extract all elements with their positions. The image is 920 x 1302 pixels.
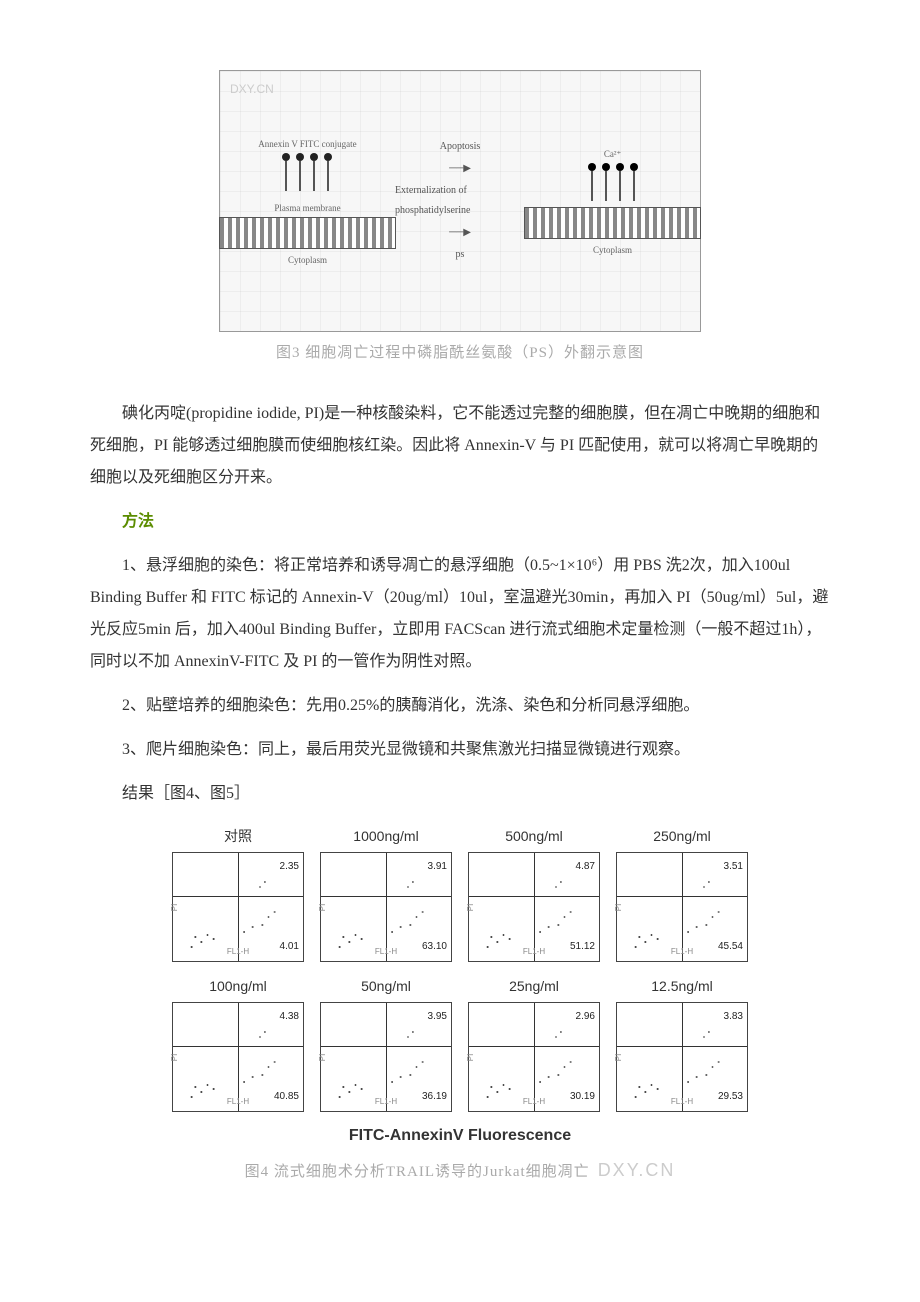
y-axis-label: PI [167, 904, 183, 912]
x-axis-label: FL1-H [523, 1094, 545, 1110]
paragraph-method-1: 1、悬浮细胞的染色：将正常培养和诱导凋亡的悬浮细胞（0.5~1×10⁶）用 PB… [90, 550, 830, 678]
facs-panel-title: 50ng/ml [361, 972, 411, 1000]
membrane-left: Annexin V FITC conjugate Plasma membrane… [220, 133, 395, 269]
quadrant-lr-value: 63.10 [422, 937, 447, 957]
quadrant-ur-value: 3.51 [724, 857, 743, 877]
facs-panel: 1000ng/ml 3.91 63.10 PI FL1-H [317, 822, 455, 962]
apoptosis-arrow: Apoptosis ──▶ Externalization of phospha… [395, 137, 525, 265]
facs-scatter-plot: 2.96 30.19 PI FL1-H [468, 1002, 600, 1112]
plasma-membrane-label: Plasma membrane [274, 199, 340, 217]
quadrant-ur-value: 3.95 [428, 1007, 447, 1027]
quadrant-lr-value: 30.19 [570, 1087, 595, 1107]
facs-panel-title: 25ng/ml [509, 972, 559, 1000]
x-axis-label: FL1-H [227, 944, 249, 960]
y-axis-label: PI [167, 1054, 183, 1062]
paragraph-results: 结果［图4、图5］ [90, 778, 830, 810]
quadrant-lr-value: 4.01 [280, 937, 299, 957]
quadrant-ur-value: 2.35 [280, 857, 299, 877]
quadrant-ur-value: 4.87 [576, 857, 595, 877]
y-axis-label: PI [463, 904, 479, 912]
x-axis-label: FL1-H [227, 1094, 249, 1110]
quadrant-lr-value: 29.53 [718, 1087, 743, 1107]
facs-panel-title: 12.5ng/ml [651, 972, 712, 1000]
quadrant-lr-value: 51.12 [570, 937, 595, 957]
facs-scatter-plot: 3.51 45.54 PI FL1-H [616, 852, 748, 962]
figure-3-caption: 图3 细胞凋亡过程中磷脂酰丝氨酸（PS）外翻示意图 [276, 338, 644, 368]
quadrant-lr-value: 40.85 [274, 1087, 299, 1107]
quadrant-ur-value: 3.83 [724, 1007, 743, 1027]
y-axis-label: PI [315, 904, 331, 912]
cytoplasm-label-right: Cytoplasm [593, 241, 632, 259]
facs-panel-title: 100ng/ml [209, 972, 267, 1000]
facs-panel-title: 1000ng/ml [353, 822, 418, 850]
facs-panel: 50ng/ml 3.95 36.19 PI FL1-H [317, 972, 455, 1112]
figure-4-watermark: DXY.CN [598, 1152, 676, 1188]
facs-panel: 25ng/ml 2.96 30.19 PI FL1-H [465, 972, 603, 1112]
annexin-label: Annexin V FITC conjugate [258, 135, 356, 153]
facs-scatter-plot: 4.38 40.85 PI FL1-H [172, 1002, 304, 1112]
x-axis-label: FL1-H [523, 944, 545, 960]
y-axis-label: PI [315, 1054, 331, 1062]
ps-label: ps [456, 245, 465, 265]
x-axis-label: FL1-H [375, 944, 397, 960]
facs-panel-title: 对照 [224, 822, 252, 850]
paragraph-method-3: 3、爬片细胞染色：同上，最后用荧光显微镜和共聚焦激光扫描显微镜进行观察。 [90, 734, 830, 766]
quadrant-lr-value: 36.19 [422, 1087, 447, 1107]
facs-panel: 100ng/ml 4.38 40.85 PI FL1-H [169, 972, 307, 1112]
x-axis-label: FL1-H [671, 944, 693, 960]
x-axis-label: FL1-H [375, 1094, 397, 1110]
quadrant-ur-value: 4.38 [280, 1007, 299, 1027]
paragraph-pi-intro: 碘化丙啶(propidine iodide, PI)是一种核酸染料，它不能透过完… [90, 398, 830, 494]
facs-scatter-plot: 4.87 51.12 PI FL1-H [468, 852, 600, 962]
facs-scatter-plot: 2.35 4.01 PI FL1-H [172, 852, 304, 962]
y-axis-label: PI [611, 904, 627, 912]
membrane-right: Ca²⁺ Cytoplasm [525, 143, 700, 259]
quadrant-ur-value: 3.91 [428, 857, 447, 877]
figure-3-diagram: DXY.CN Annexin V FITC conjugate Plasma m… [219, 70, 701, 332]
facs-panel: 12.5ng/ml 3.83 29.53 PI FL1-H [613, 972, 751, 1112]
figure-3: DXY.CN Annexin V FITC conjugate Plasma m… [90, 70, 830, 368]
y-axis-label: PI [611, 1054, 627, 1062]
facs-panel: 对照 2.35 4.01 PI FL1-H [169, 822, 307, 962]
paragraph-method-2: 2、贴壁培养的细胞染色：先用0.25%的胰酶消化，洗涤、染色和分析同悬浮细胞。 [90, 690, 830, 722]
quadrant-ur-value: 2.96 [576, 1007, 595, 1027]
x-axis-label: FL1-H [671, 1094, 693, 1110]
facs-grid: 对照 2.35 4.01 PI FL1-H 1000ng/ml 3.91 63.… [169, 822, 751, 1112]
cytoplasm-label-left: Cytoplasm [288, 251, 327, 269]
y-axis-label: PI [463, 1054, 479, 1062]
facs-scatter-plot: 3.91 63.10 PI FL1-H [320, 852, 452, 962]
watermark-text: DXY.CN [230, 77, 274, 101]
facs-panel-title: 250ng/ml [653, 822, 711, 850]
facs-scatter-plot: 3.83 29.53 PI FL1-H [616, 1002, 748, 1112]
facs-panel: 500ng/ml 4.87 51.12 PI FL1-H [465, 822, 603, 962]
apoptosis-label: Apoptosis [440, 137, 481, 157]
externalization-label: Externalization of phosphatidylserine [395, 181, 525, 221]
ca-label: Ca²⁺ [604, 145, 621, 163]
figure-4: 对照 2.35 4.01 PI FL1-H 1000ng/ml 3.91 63.… [90, 822, 830, 1188]
quadrant-lr-value: 45.54 [718, 937, 743, 957]
figure-4-caption: 图4 流式细胞术分析TRAIL诱导的Jurkat细胞凋亡 [245, 1157, 590, 1187]
facs-panel: 250ng/ml 3.51 45.54 PI FL1-H [613, 822, 751, 962]
facs-scatter-plot: 3.95 36.19 PI FL1-H [320, 1002, 452, 1112]
facs-xaxis-title: FITC-AnnexinV Fluorescence [349, 1120, 571, 1152]
facs-panel-title: 500ng/ml [505, 822, 563, 850]
section-methods-title: 方法 [90, 506, 830, 538]
